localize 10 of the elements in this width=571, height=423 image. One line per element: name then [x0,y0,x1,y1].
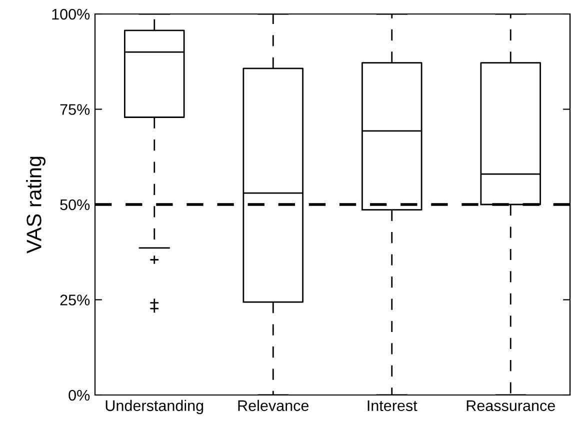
y-axis-title: VAS rating [26,156,46,254]
y-tick-label: 75% [60,104,90,115]
x-tick-label: Understanding [106,400,204,414]
x-tick-label: Interest [368,400,418,412]
y-tick-label: 0% [68,390,90,401]
x-tick-label: Relevance [238,400,309,412]
y-tick-label: 50% [60,199,90,210]
y-tick-label: 100% [52,8,90,20]
y-tick-label: 25% [60,294,90,306]
x-tick-label: Reassurance [466,400,555,412]
